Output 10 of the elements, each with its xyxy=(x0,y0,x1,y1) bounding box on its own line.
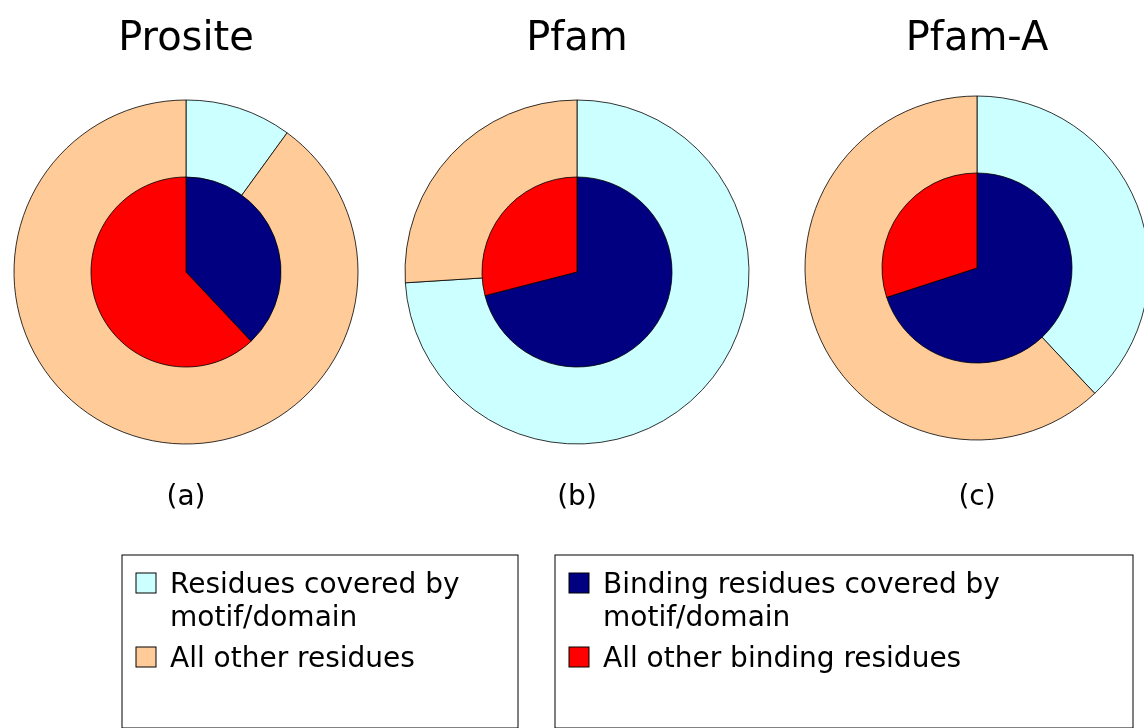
text: (a) xyxy=(166,479,206,512)
text: (b) xyxy=(557,479,597,512)
chart-title: Pfam xyxy=(526,13,628,59)
chart-title: Prosite xyxy=(118,13,254,59)
legend-label: All other binding residues xyxy=(603,641,962,674)
legend-label: Binding residues covered by motif/domain xyxy=(603,567,1000,633)
legend-label: Residues covered by motif/domain xyxy=(170,567,460,633)
chart-title: Pfam-A xyxy=(905,13,1049,59)
legend-label: All other residues xyxy=(170,641,415,674)
text: (c) xyxy=(958,479,996,512)
